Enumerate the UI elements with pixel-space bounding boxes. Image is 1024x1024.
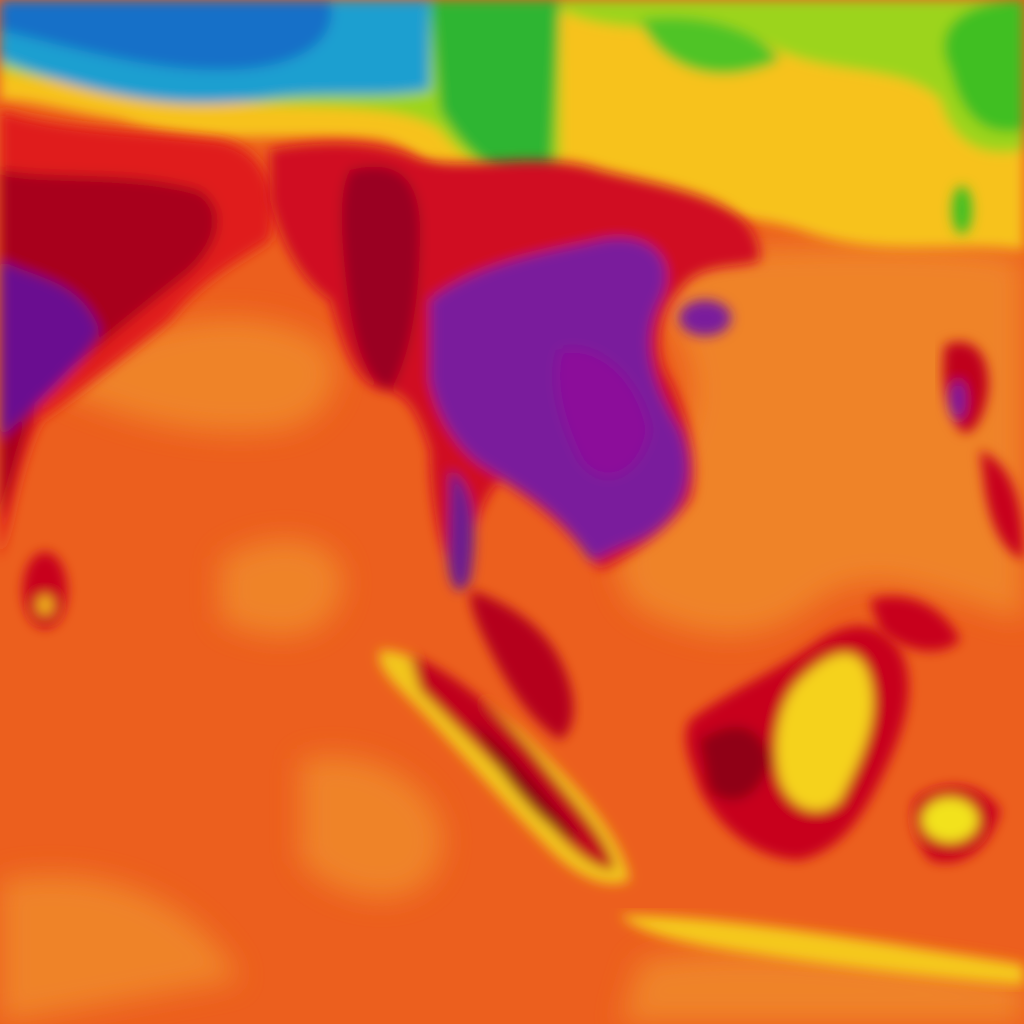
malay-peninsula	[470, 590, 574, 740]
philippines	[943, 186, 1024, 560]
northern-land	[0, 0, 1024, 250]
borneo	[685, 626, 909, 860]
indochina	[270, 143, 760, 591]
india	[0, 110, 274, 628]
java	[620, 915, 1024, 985]
eastern-islands	[870, 596, 1000, 863]
sumatra	[379, 650, 630, 884]
